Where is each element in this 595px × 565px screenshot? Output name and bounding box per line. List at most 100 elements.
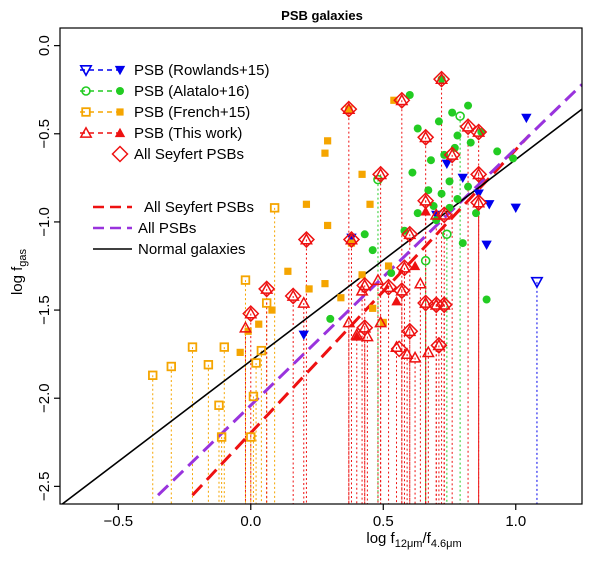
upper-limit-marker — [219, 342, 229, 352]
data-point — [510, 203, 521, 214]
legend-symbol — [114, 127, 126, 138]
seyfert-diamond-marker — [356, 276, 374, 294]
data-point — [368, 246, 377, 255]
data-point — [324, 137, 332, 145]
upper-limit-marker — [240, 275, 251, 285]
data-point — [426, 156, 435, 165]
upper-limit-marker — [239, 320, 252, 333]
upper-limit-marker — [297, 296, 311, 308]
data-point — [387, 269, 396, 278]
data-points — [148, 70, 544, 442]
data-point — [326, 314, 335, 323]
upper-limit-marker — [397, 261, 411, 273]
upper-limit-marker — [419, 296, 433, 308]
data-point — [482, 295, 491, 304]
data-point — [457, 173, 468, 184]
seyfert-diamond-marker — [417, 192, 435, 210]
data-point — [432, 216, 441, 225]
upper-limit-marker — [286, 289, 300, 301]
legend-label: Normal galaxies — [138, 241, 246, 258]
seyfert-diamond-marker — [340, 100, 358, 118]
upper-limit-marker — [435, 72, 449, 85]
axes: −0.5 0.0 0.5 1.0 −2.5 −2.0 −1.5 −1.0 −0.5 0.0 — [36, 27, 583, 530]
upper-limit-marker — [269, 203, 280, 213]
upper-limit-marker — [437, 208, 451, 220]
upper-limit-lines — [152, 79, 538, 504]
data-point — [337, 294, 345, 302]
data-point — [445, 177, 454, 186]
legend-symbol — [111, 145, 129, 163]
y-axis-label: log fgas — [9, 248, 29, 295]
plot-frame — [59, 27, 583, 505]
seyfert-diamond-marker — [342, 230, 361, 249]
data-point — [305, 285, 313, 293]
y-tick-label: 0.0 — [36, 35, 53, 56]
upper-limit-marker — [445, 148, 459, 160]
data-point — [441, 159, 453, 169]
upper-limit-marker — [437, 298, 451, 310]
seyfert-diamond-marker — [417, 128, 435, 146]
data-point — [448, 108, 457, 117]
seyfert-diamond-marker — [242, 305, 260, 323]
seyfert-diamond-marker — [401, 225, 419, 243]
data-point — [236, 348, 244, 356]
data-point — [453, 195, 462, 204]
seyfert-diamond-marker — [443, 146, 461, 164]
upper-limit-marker — [432, 338, 446, 351]
upper-limit-marker — [214, 400, 224, 410]
data-point — [434, 117, 443, 126]
legend-label: All Seyfert PSBs — [134, 146, 244, 163]
seyfert-diamond-marker — [393, 91, 411, 109]
fit-line — [60, 108, 582, 504]
y-tick-label: −2.0 — [36, 383, 53, 413]
data-point — [360, 230, 369, 239]
seyfert-diamond-marker — [433, 70, 451, 88]
data-point — [346, 233, 357, 243]
legend-label: PSB (French+15) — [134, 104, 250, 121]
upper-limit-marker — [342, 102, 356, 115]
fit-line — [191, 134, 531, 497]
data-point — [369, 304, 377, 312]
upper-limit-marker — [248, 391, 259, 402]
data-point — [345, 105, 353, 113]
data-point — [424, 186, 433, 195]
upper-limit-marker — [148, 370, 158, 381]
data-point — [466, 138, 475, 147]
x-tick-label: 1.0 — [505, 513, 526, 530]
seyfert-diamond-marker — [435, 296, 453, 314]
data-point — [429, 202, 438, 211]
data-point — [464, 101, 473, 110]
upper-limit-marker — [420, 255, 431, 266]
upper-limit-marker — [216, 432, 227, 442]
upper-limit-marker — [382, 280, 396, 293]
upper-limit-marker — [403, 324, 417, 337]
seyfert-diamond-marker — [470, 123, 488, 141]
upper-limit-marker — [395, 283, 409, 296]
upper-limit-marker — [403, 227, 417, 240]
y-tick-label: −1.0 — [36, 207, 53, 237]
seyfert-diamond-marker — [417, 294, 435, 312]
seyfert-diamond-marker — [297, 230, 315, 249]
chart-title: PSB galaxies — [281, 8, 363, 23]
seyfert-diamond-marker — [395, 259, 414, 277]
data-point — [324, 221, 332, 230]
seyfert-diamond-marker — [390, 340, 408, 358]
x-tick-label: −0.5 — [103, 513, 133, 530]
upper-limit-marker — [261, 298, 272, 308]
data-point — [284, 267, 292, 275]
seyfert-diamond-marker — [401, 322, 419, 340]
data-point — [408, 168, 417, 177]
upper-limit-marker — [203, 360, 214, 370]
upper-limit-marker — [455, 111, 465, 121]
upper-limit-marker — [472, 195, 486, 208]
legend-label: All PSBs — [138, 220, 196, 237]
legend-fits: All Seyfert PSBs All PSBs Normal galaxies — [93, 199, 254, 258]
upper-limit-marker — [251, 358, 261, 368]
data-point — [481, 240, 492, 251]
data-point — [521, 113, 532, 124]
upper-limit-marker — [246, 432, 256, 442]
data-point — [413, 124, 422, 133]
data-point — [464, 182, 473, 191]
data-point — [472, 209, 481, 218]
